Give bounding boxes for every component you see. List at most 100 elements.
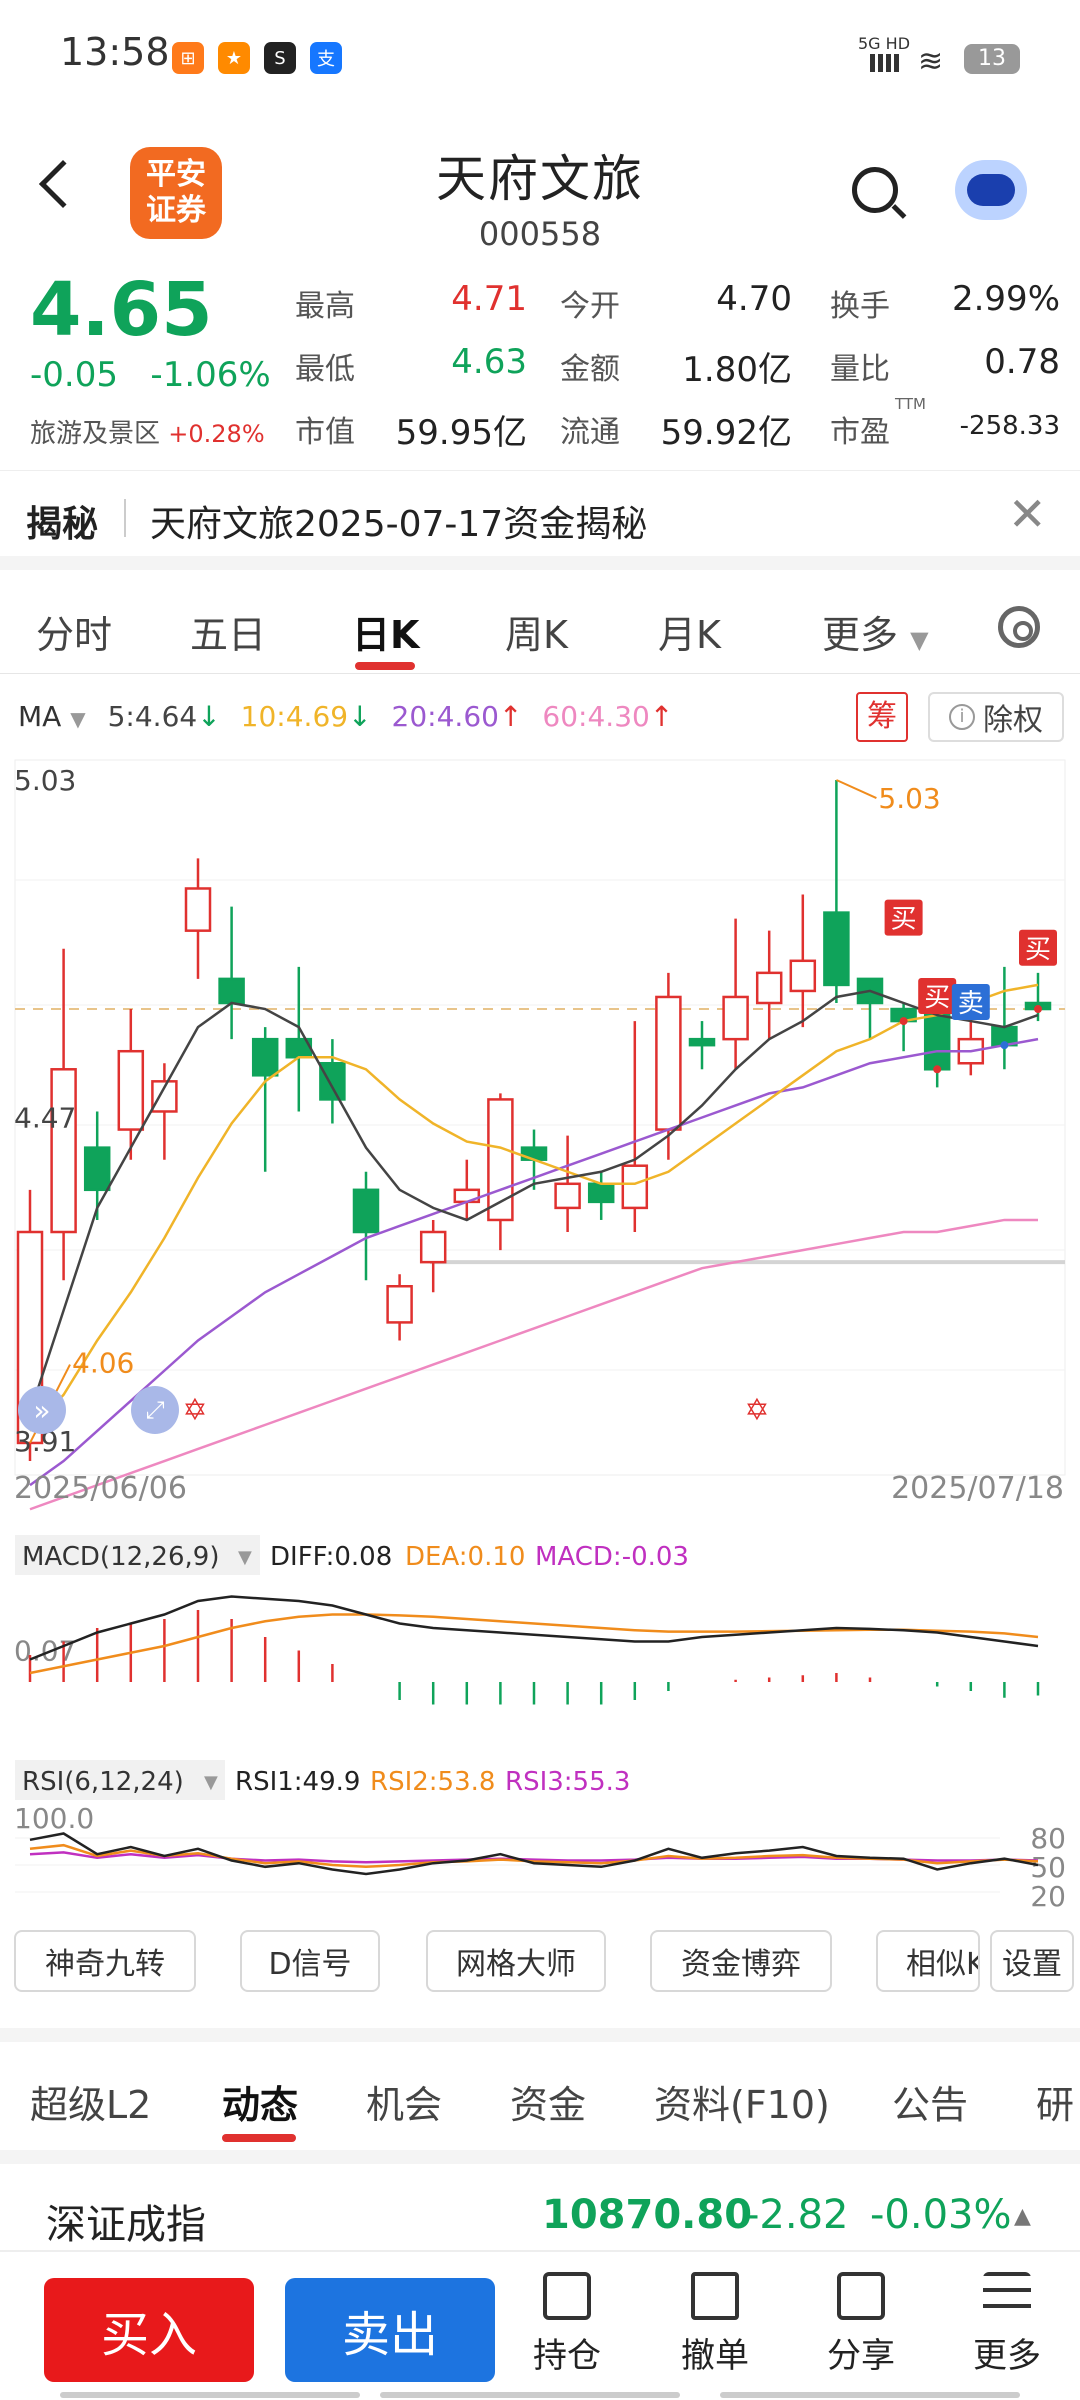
tool-fund-game[interactable]: 资金博弈	[650, 1930, 832, 1992]
tab-intraday[interactable]: 分时	[36, 613, 113, 657]
trade-point	[1000, 1041, 1009, 1050]
macd-value: MACD:-0.03	[535, 1542, 689, 1572]
tab-five-day[interactable]: 五日	[190, 613, 267, 657]
search-icon[interactable]	[852, 167, 898, 213]
pe-ttm-label: TTM	[895, 395, 927, 413]
tab-announcement[interactable]: 公告	[892, 2083, 969, 2127]
diff-line	[29, 1595, 1039, 1661]
caret-up-icon[interactable]: ▲	[1014, 2204, 1031, 2229]
chart-area[interactable]: MA ▼ 5:4.64↓ 10:4.69↓ 20:4.60↑ 60:4.30↑ …	[0, 680, 1080, 1930]
close-icon[interactable]: ✕	[1008, 487, 1047, 541]
candle-body	[621, 1164, 649, 1210]
app-notification-icon: ★	[218, 42, 250, 74]
trade-marker	[918, 977, 957, 1014]
ma10-line	[29, 983, 1039, 1432]
arrow-down-icon: ↓	[197, 700, 221, 733]
buy-button[interactable]: 买入	[44, 2278, 254, 2382]
positions-label: 持仓	[533, 2336, 601, 2376]
tool-settings[interactable]: 设置	[990, 1930, 1074, 1992]
tab-super-l2[interactable]: 超级L2	[30, 2083, 152, 2127]
gear-icon[interactable]	[998, 606, 1040, 648]
tool-similar-k[interactable]: 相似K	[876, 1930, 980, 1992]
trade-marker	[884, 899, 923, 936]
status-bar: 13:58 ⊞ ★ S 支 5G HD ≋ 13	[0, 0, 1080, 115]
index-value: 10870.80	[542, 2192, 753, 2238]
active-tab-indicator	[355, 662, 415, 670]
ma5-value: 5:4.64↓	[108, 700, 221, 733]
index-change: -2.82	[745, 2192, 849, 2238]
status-time: 13:58	[60, 30, 170, 74]
rsi1-value: RSI1:49.9	[235, 1767, 360, 1797]
stat-value: 0.78	[984, 342, 1060, 382]
index-name: 深证成指	[46, 2202, 206, 2248]
tool-d-signal[interactable]: D信号	[240, 1930, 380, 1992]
reveal-text: 天府文旅2025-07-17资金揭秘	[150, 504, 648, 545]
more-button[interactable]: 更多	[952, 2272, 1062, 2377]
sell-button[interactable]: 卖出	[285, 2278, 495, 2382]
candle-body	[251, 1037, 279, 1077]
tool-grid-master[interactable]: 网格大师	[426, 1930, 606, 1992]
change-value: -0.05	[30, 355, 118, 395]
candle-body	[319, 1062, 346, 1101]
sector-link[interactable]: 旅游及景区 +0.28%	[30, 413, 265, 450]
tab-monthly-k[interactable]: 月K	[658, 613, 721, 657]
rsi-80-label: 80	[1030, 1822, 1066, 1855]
ma-label: MA	[18, 700, 62, 733]
trade-marker-label: 买	[1025, 935, 1051, 965]
app-notification-icon: ⊞	[172, 42, 204, 74]
tab-f10[interactable]: 资料(F10)	[654, 2083, 830, 2127]
stat-value: -258.33	[959, 411, 1060, 441]
candle-body	[117, 1049, 145, 1131]
candle-body	[50, 1068, 77, 1234]
trade-point	[1034, 1005, 1042, 1014]
fullscreen-icon	[131, 1386, 179, 1434]
document-icon	[543, 2272, 591, 2320]
tab-more[interactable]: 更多 ▼	[822, 604, 929, 659]
ma60-line	[29, 1218, 1038, 1511]
soul-app-icon: S	[264, 42, 296, 74]
y-axis-mid: 4.47	[14, 1102, 76, 1135]
ai-assistant-icon[interactable]	[955, 160, 1027, 220]
cancel-order-button[interactable]: 撤单	[660, 2272, 770, 2377]
quote-stats: 最高 4.71 今开 4.70 换手 2.99% 最低 4.63 金额 1.80亿 量比 0.78 市值…	[295, 265, 1065, 465]
share-button[interactable]: 分享	[806, 2272, 916, 2377]
rsi2-value: RSI2:53.8	[370, 1767, 495, 1797]
macd-diff: DIFF:0.08	[270, 1542, 392, 1572]
max-price-label: 5.03	[878, 782, 940, 815]
macd-selector	[15, 1535, 260, 1575]
candle-body	[789, 959, 817, 993]
stock-code: 000558	[478, 215, 602, 253]
tab-weekly-k[interactable]: 周K	[505, 613, 568, 657]
tab-opportunity[interactable]: 机会	[366, 2083, 443, 2127]
candle-body	[218, 977, 245, 1005]
chevron-down-icon: ▼	[70, 707, 86, 731]
divider	[124, 499, 126, 537]
tab-research[interactable]: 研	[1036, 2083, 1075, 2127]
network-indicator: 5G HD	[858, 34, 911, 53]
candle-body	[419, 1230, 447, 1264]
candle-body	[83, 1146, 111, 1192]
tab-news[interactable]: 动态	[222, 2083, 299, 2127]
ma5-line	[28, 989, 1039, 1414]
sector-name: 旅游及景区	[30, 419, 161, 449]
index-ticker[interactable]: 深证成指 10870.80 -2.82 -0.03% ▲	[0, 2150, 1080, 2250]
candle-body	[722, 995, 749, 1041]
dea-line	[29, 1613, 1039, 1675]
tab-daily-k[interactable]: 日K	[352, 613, 420, 657]
stat-value: 59.92亿	[660, 413, 792, 453]
active-tab-indicator	[222, 2134, 296, 2142]
positions-button[interactable]: 持仓	[512, 2272, 622, 2377]
fund-reveal-bar[interactable]: 揭秘 天府文旅2025-07-17资金揭秘 ✕	[0, 470, 1080, 570]
tool-nine-turn[interactable]: 神奇九转	[14, 1930, 196, 1992]
chip-distribution-button[interactable]: 筹	[856, 692, 908, 742]
adjust-button[interactable]: i 除权	[928, 692, 1064, 742]
candle-body	[554, 1182, 581, 1210]
ma-selector[interactable]: MA ▼	[18, 700, 86, 733]
stat-label: 最低	[295, 352, 355, 387]
max-marker-line	[835, 779, 877, 799]
tab-funds[interactable]: 资金	[510, 2083, 587, 2127]
trade-marker	[951, 983, 990, 1020]
adjust-label: 除权	[983, 703, 1043, 738]
period-tabs: 分时 五日 日K 周K 月K 更多 ▼	[0, 584, 1080, 674]
